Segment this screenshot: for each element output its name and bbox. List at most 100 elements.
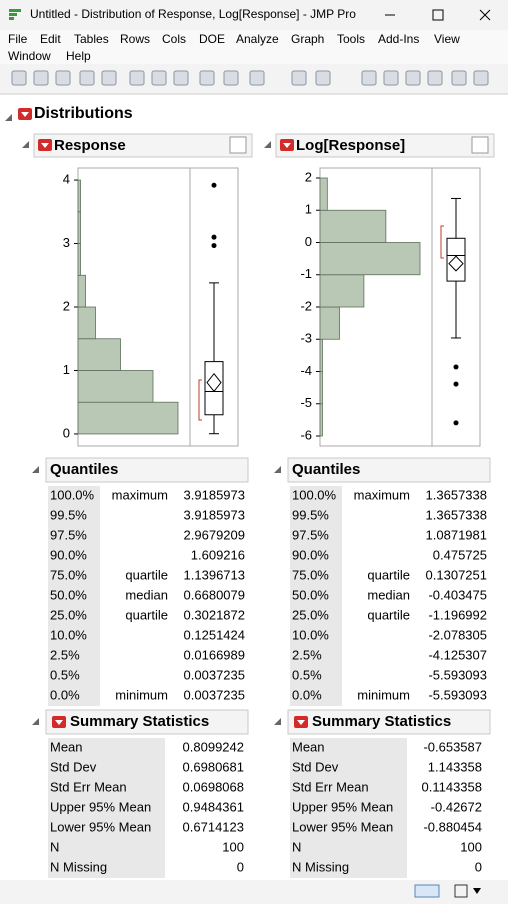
menu-item[interactable]: Help <box>66 49 91 63</box>
outlier-point <box>211 243 217 249</box>
quantile-value: 0.3021872 <box>184 607 245 622</box>
histogram-bar <box>319 403 323 437</box>
outlier-point <box>453 364 459 370</box>
toolbar-icons <box>11 70 489 86</box>
stat-label: Mean <box>50 739 83 754</box>
quantile-value: -1.196992 <box>428 607 487 622</box>
y-tick-label: -1 <box>300 266 312 281</box>
tool-button[interactable] <box>405 70 421 86</box>
report-title: Distributions <box>34 105 133 122</box>
menu-item[interactable]: Edit <box>40 32 61 46</box>
disclosure-icon[interactable] <box>264 141 271 148</box>
menu-item[interactable]: Analyze <box>236 32 279 46</box>
histogram-bar <box>319 274 365 308</box>
section-header <box>45 709 249 735</box>
tool-button[interactable] <box>451 70 467 86</box>
stat-label: Upper 95% Mean <box>292 799 393 814</box>
histogram-bar <box>319 177 328 211</box>
stat-label: N Missing <box>50 859 107 874</box>
status-icon[interactable] <box>414 884 440 898</box>
histogram-bar <box>77 370 154 403</box>
quantile-label: median <box>125 587 168 602</box>
section-title: Summary Statistics <box>70 713 209 730</box>
histogram-bar <box>77 179 81 213</box>
disclosure-icon[interactable] <box>32 466 39 473</box>
stat-label: N <box>50 839 59 854</box>
tool-button[interactable] <box>101 70 117 86</box>
menu-item[interactable]: Add-Ins <box>378 32 419 46</box>
menu-item[interactable]: DOE <box>199 32 225 46</box>
tool-button[interactable] <box>55 70 71 86</box>
status-dropdown[interactable] <box>473 888 481 894</box>
stat-label: Std Err Mean <box>292 779 369 794</box>
tool-button[interactable] <box>79 70 95 86</box>
menu-item[interactable]: Cols <box>162 32 186 46</box>
panel-title: Response <box>54 137 126 154</box>
maximize-button[interactable] <box>432 9 444 21</box>
menu-item[interactable]: Tools <box>337 32 365 46</box>
y-tick-label: -3 <box>300 331 312 346</box>
status-icon[interactable] <box>454 884 468 898</box>
panel-title: Log[Response] <box>296 137 405 154</box>
tool-button[interactable] <box>383 70 399 86</box>
stat-label: Std Dev <box>292 759 339 774</box>
label-column <box>48 486 100 706</box>
menu-item[interactable]: Tables <box>74 32 109 46</box>
quantile-value: 0.6680079 <box>184 587 245 602</box>
disclosure-icon[interactable] <box>32 718 39 725</box>
disclosure-icon[interactable] <box>274 466 281 473</box>
quantile-value: 0.0166989 <box>184 647 245 662</box>
y-tick-label: 0 <box>63 425 70 440</box>
disclosure-icon[interactable] <box>274 718 281 725</box>
red-triangle-menu[interactable] <box>18 108 32 120</box>
stat-label: Mean <box>292 739 325 754</box>
tool-button[interactable] <box>199 70 215 86</box>
tool-button[interactable] <box>291 70 307 86</box>
panel-options-button[interactable] <box>229 136 247 154</box>
quantile-pct: 0.5% <box>292 667 322 682</box>
menu-item[interactable]: Graph <box>291 32 324 46</box>
menu-item[interactable]: Rows <box>120 32 150 46</box>
menu-item[interactable]: Window <box>8 49 51 63</box>
disclosure-icon[interactable] <box>22 141 29 148</box>
quantile-pct: 97.5% <box>292 527 329 542</box>
quantile-value: 3.9185973 <box>184 487 245 502</box>
quantile-value: 0.475725 <box>433 547 487 562</box>
stat-value: 100 <box>460 839 482 854</box>
histogram-bar <box>319 209 387 243</box>
menu-item[interactable]: View <box>434 32 460 46</box>
quantile-value: -5.593093 <box>428 687 487 702</box>
stat-label: N <box>292 839 301 854</box>
y-tick-label: -4 <box>300 363 312 378</box>
tool-button[interactable] <box>33 70 49 86</box>
disclosure-icon[interactable] <box>5 114 12 121</box>
tool-button[interactable] <box>427 70 443 86</box>
tool-button[interactable] <box>129 70 145 86</box>
tool-button[interactable] <box>11 70 27 86</box>
stat-value: 1.143358 <box>428 759 482 774</box>
tool-button[interactable] <box>473 70 489 86</box>
close-button[interactable] <box>479 9 491 21</box>
tool-button[interactable] <box>173 70 189 86</box>
quantile-pct: 10.0% <box>50 627 87 642</box>
tool-button[interactable] <box>249 70 265 86</box>
mean-diamond <box>206 372 222 393</box>
stat-value: -0.653587 <box>423 739 482 754</box>
shortest-half-bracket <box>198 379 202 421</box>
histogram-bar <box>77 401 179 435</box>
section-header <box>287 457 491 483</box>
quantile-value: 0.1307251 <box>426 567 487 582</box>
tool-button[interactable] <box>223 70 239 86</box>
quantile-pct: 99.5% <box>292 507 329 522</box>
quantile-pct: 50.0% <box>50 587 87 602</box>
histogram-bar <box>319 338 323 372</box>
y-tick-label: -6 <box>300 427 312 442</box>
tool-button[interactable] <box>361 70 377 86</box>
tool-button[interactable] <box>151 70 167 86</box>
box <box>446 237 466 282</box>
quantile-value: -5.593093 <box>428 667 487 682</box>
panel-options-button[interactable] <box>471 136 489 154</box>
menu-item[interactable]: File <box>8 32 28 46</box>
tool-button[interactable] <box>315 70 331 86</box>
y-tick-label: -2 <box>300 298 312 313</box>
